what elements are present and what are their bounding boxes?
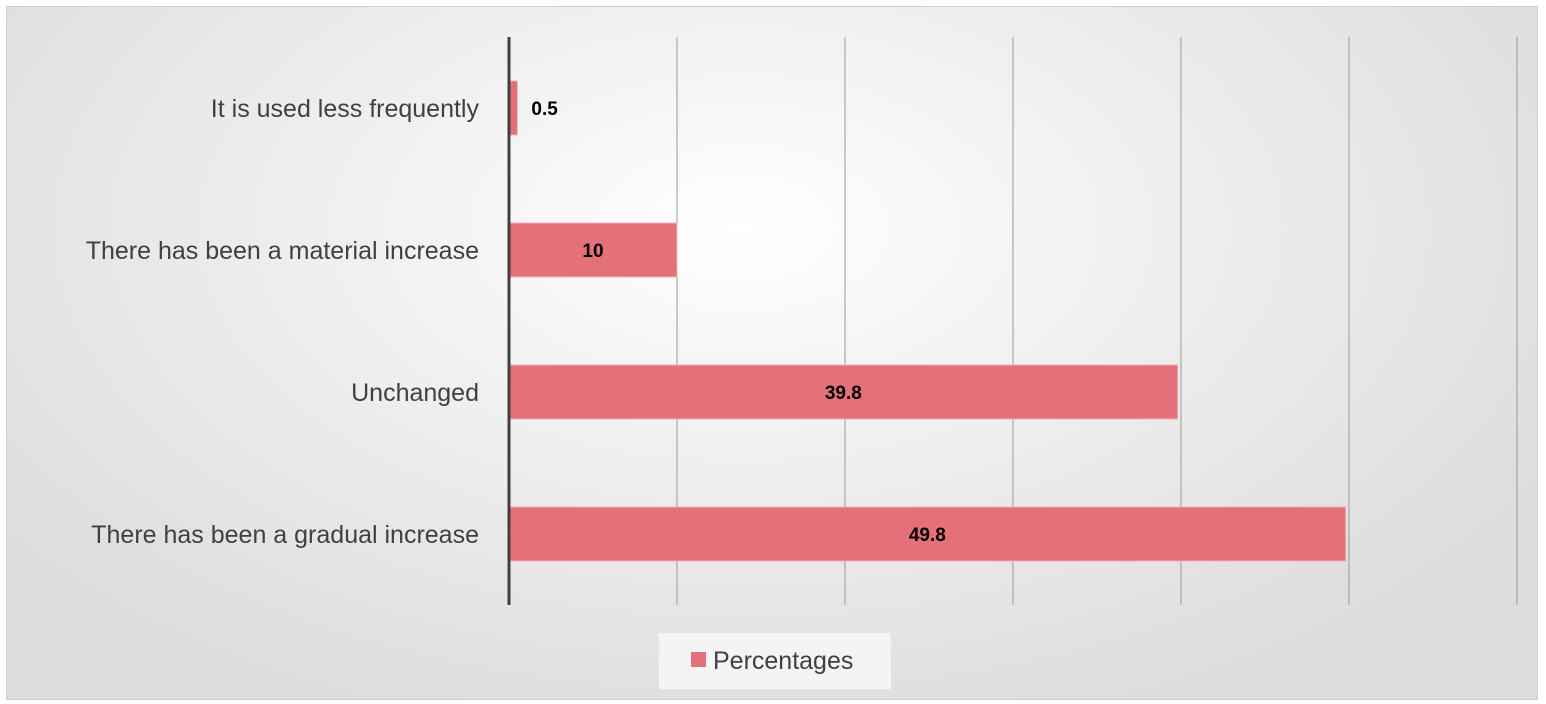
category-label: There has been a material increase xyxy=(86,237,479,265)
legend-swatch xyxy=(691,652,706,667)
data-label: 49.8 xyxy=(909,525,946,546)
data-label: 10 xyxy=(582,241,603,262)
legend-label: Percentages xyxy=(713,647,853,675)
category-label: Unchanged xyxy=(351,379,479,407)
category-label: There has been a gradual increase xyxy=(91,521,479,549)
bar xyxy=(508,364,1179,420)
legend: Percentages xyxy=(659,633,891,689)
bar-chart: It is used less frequently 0.5 There has b… xyxy=(86,37,1518,689)
data-label: 39.8 xyxy=(825,383,862,404)
labels: It is used less frequently 0.5 There has b… xyxy=(86,95,946,549)
chart-container: It is used less frequently 0.5 There has b… xyxy=(6,6,1538,700)
category-label: It is used less frequently xyxy=(211,95,480,123)
bar xyxy=(508,222,678,278)
bar xyxy=(508,506,1347,562)
bars xyxy=(508,80,1347,562)
data-label: 0.5 xyxy=(531,99,558,120)
